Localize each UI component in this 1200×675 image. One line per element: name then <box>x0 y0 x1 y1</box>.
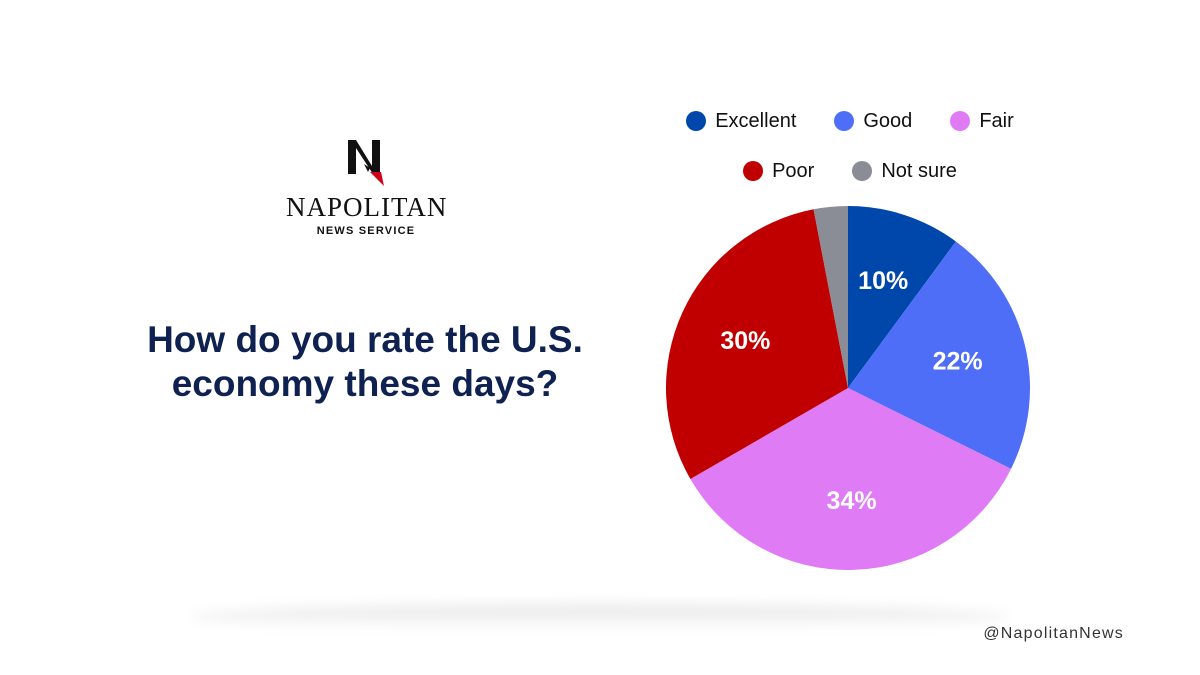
legend-swatch-icon <box>686 111 707 131</box>
legend-label: Poor <box>772 159 815 182</box>
pie-slice-excellent <box>848 206 956 388</box>
legend-item: Fair <box>950 109 1014 133</box>
legend-swatch-icon <box>852 161 873 181</box>
pie-chart: 10% 22% 34% 30% <box>666 206 1030 570</box>
pie-slice-poor <box>666 209 848 479</box>
pie-slice-good <box>848 241 1030 469</box>
legend-swatch-icon <box>834 111 855 131</box>
legend-item: Excellent <box>686 110 796 133</box>
social-handle: @NapolitanNews <box>983 625 1124 642</box>
legend-label: Fair <box>979 109 1014 132</box>
legend-row: Excellent Good Fair <box>660 104 1040 138</box>
legend-row: Poor Not sure <box>660 154 1040 188</box>
napolitan-logo-icon <box>348 140 384 186</box>
pie-data-label: 34% <box>827 487 877 515</box>
legend-swatch-icon <box>743 161 764 181</box>
pie-data-label: 10% <box>858 267 908 295</box>
legend-item: Not sure <box>852 160 957 183</box>
brand-subtitle: NEWS SERVICE <box>316 225 416 237</box>
pie-data-label: 22% <box>933 347 983 375</box>
card-shadow <box>190 604 1010 630</box>
chart-legend: Excellent Good Fair Poor Not sure <box>660 104 1040 204</box>
brand-logo: NAPOLITAN NEWS SERVICE <box>286 136 446 237</box>
question-title: How do you rate the U.S. economy these d… <box>147 319 583 404</box>
brand-name: NAPOLITAN <box>286 192 448 222</box>
legend-item: Poor <box>743 160 814 183</box>
legend-label: Good <box>863 109 913 132</box>
pie-slice-not-sure <box>813 206 848 388</box>
pie-data-label: 30% <box>720 327 770 355</box>
legend-swatch-icon <box>950 111 971 131</box>
legend-label: Not sure <box>881 159 957 182</box>
legend-label: Excellent <box>715 109 797 132</box>
pie-slice-fair <box>690 388 1012 570</box>
legend-item: Good <box>834 110 912 133</box>
